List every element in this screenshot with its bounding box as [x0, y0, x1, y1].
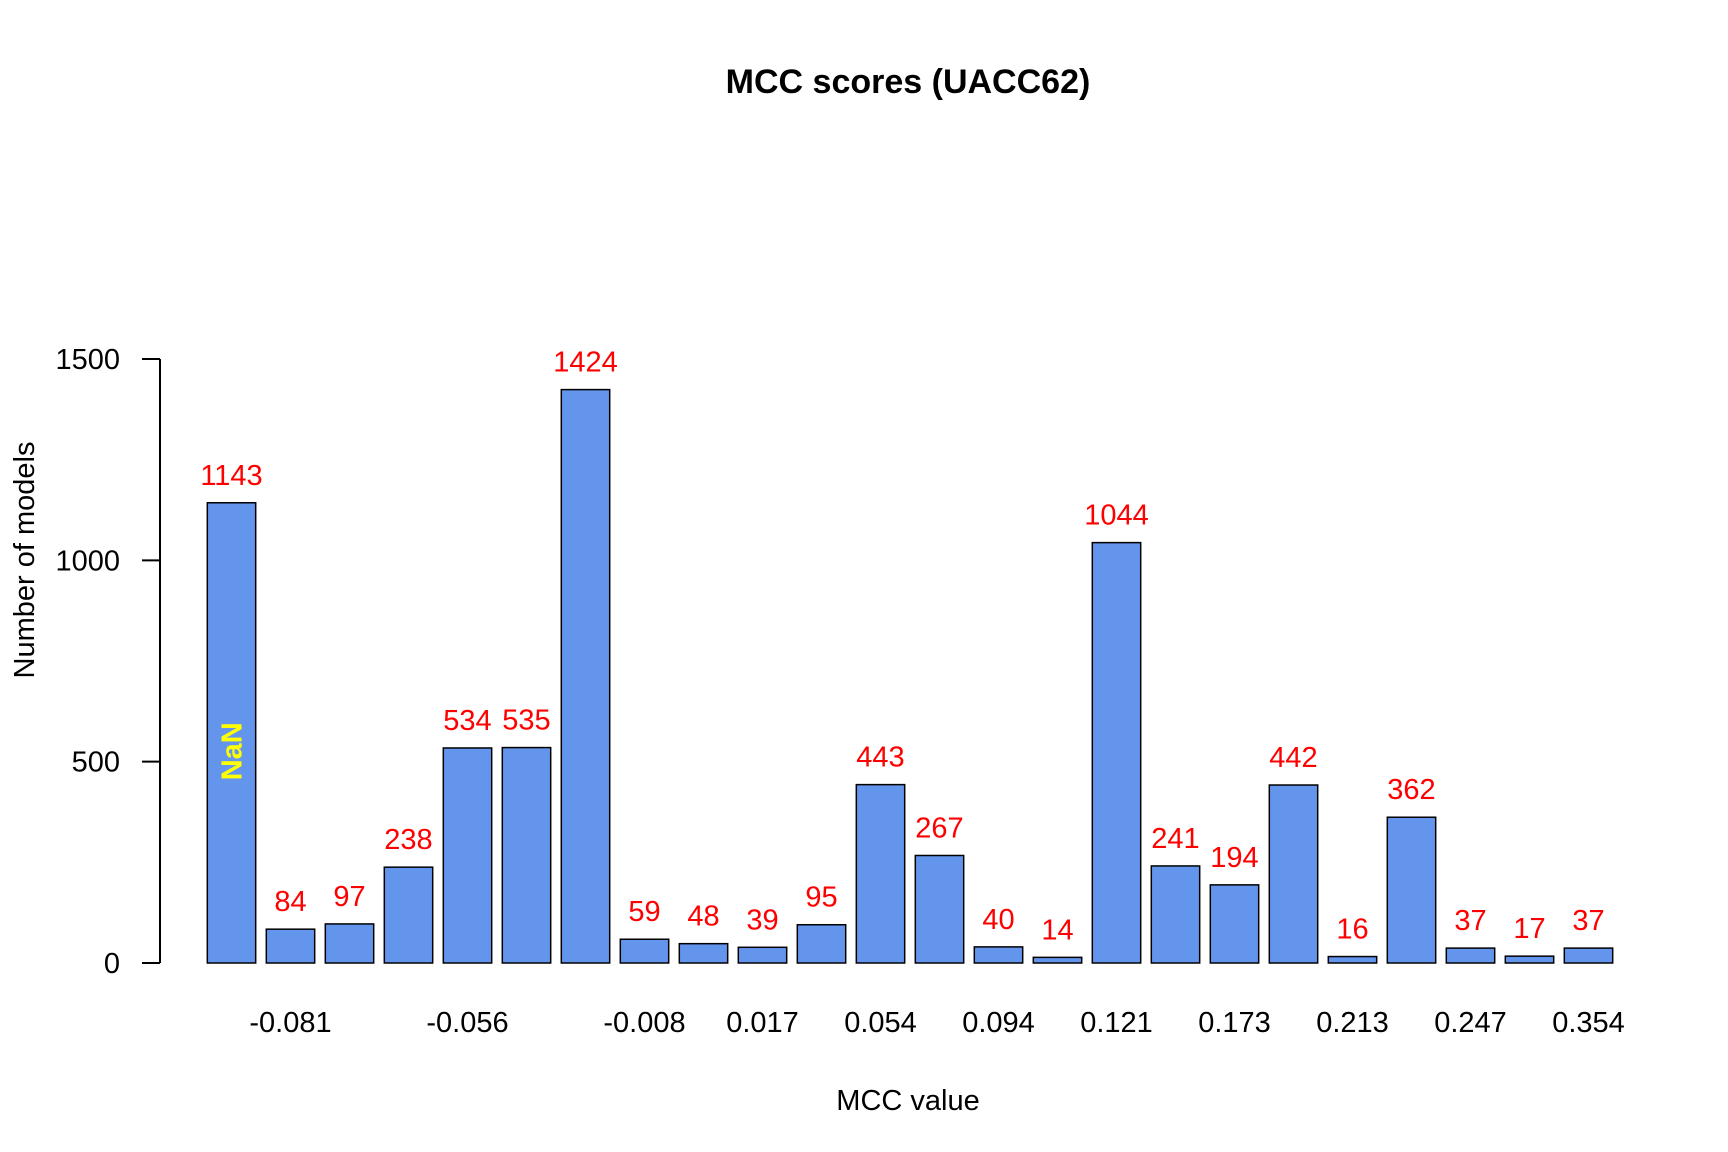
x-tick-label: -0.056 — [426, 1007, 508, 1039]
x-tick-label: 0.017 — [726, 1007, 799, 1039]
x-tick-label: 0.247 — [1434, 1007, 1507, 1039]
bar — [560, 388, 611, 964]
bar-value-label: 1424 — [553, 347, 618, 379]
bar — [914, 854, 965, 964]
x-tick-label: 0.173 — [1198, 1007, 1271, 1039]
bar-value-label: 1044 — [1084, 500, 1149, 532]
y-axis-label: Number of models — [9, 442, 41, 679]
bar-value-label: 40 — [982, 904, 1014, 936]
x-tick-label: -0.008 — [603, 1007, 685, 1039]
bar — [796, 923, 847, 964]
bar — [619, 938, 670, 964]
x-axis-label: MCC value — [836, 1085, 979, 1117]
bar — [442, 747, 493, 964]
bar — [1209, 884, 1260, 964]
bars — [206, 388, 1614, 964]
bar-value-label: 442 — [1269, 742, 1317, 774]
y-tick-label: 0 — [104, 948, 120, 980]
x-tick-label: 0.354 — [1552, 1007, 1625, 1039]
bar-value-label: 14 — [1041, 914, 1073, 946]
bar — [1504, 955, 1555, 964]
bar — [1386, 816, 1437, 964]
bar-value-label: 238 — [384, 824, 432, 856]
bar-value-label: 267 — [915, 812, 963, 844]
bar-value-label: 97 — [333, 881, 365, 913]
bar — [324, 923, 375, 964]
bar-value-label: 1143 — [200, 460, 262, 492]
nan-bar-label: NaN — [217, 722, 249, 780]
bar-value-label: 48 — [687, 901, 719, 933]
y-axis-ticks: 0 500 1000 1500 — [55, 344, 160, 980]
y-tick-label: 500 — [72, 747, 120, 779]
bar — [855, 783, 906, 964]
chart-title: MCC scores (UACC62) — [726, 63, 1091, 101]
y-tick-label: 1500 — [55, 344, 120, 376]
bar-value-label: 59 — [628, 896, 660, 928]
data-labels: 1143 84 97 238 534 535 1424 59 48 39 95 443 267 40 14 1… — [200, 347, 1604, 947]
bar — [206, 502, 257, 964]
x-tick-label: 0.054 — [844, 1007, 917, 1039]
bar — [1091, 541, 1142, 964]
bar-value-label: 194 — [1210, 842, 1258, 874]
bar — [265, 928, 316, 964]
bar — [1150, 865, 1201, 964]
bar-value-label: 95 — [805, 882, 837, 914]
bar-value-label: 241 — [1151, 823, 1199, 855]
bar — [973, 946, 1024, 964]
bar-value-label: 443 — [856, 742, 904, 774]
bar — [1327, 955, 1378, 964]
bar-value-label: 39 — [746, 904, 778, 936]
bar-value-label: 534 — [443, 705, 491, 737]
bar — [737, 946, 788, 964]
x-axis-tick-labels: -0.081 -0.056 -0.008 0.017 0.054 0.094 0.121 0.… — [249, 1007, 1624, 1039]
bar — [1563, 947, 1614, 964]
bar-value-label: 37 — [1454, 905, 1486, 937]
bar-value-label: 17 — [1513, 913, 1545, 945]
bar-value-label: 535 — [502, 705, 550, 737]
x-tick-label: 0.094 — [962, 1007, 1035, 1039]
bar-value-label: 84 — [274, 886, 306, 918]
bar — [501, 746, 552, 964]
y-tick-label: 1000 — [55, 545, 120, 577]
bar — [1268, 784, 1319, 964]
x-tick-label: 0.121 — [1080, 1007, 1153, 1039]
bar — [1445, 947, 1496, 964]
bar — [383, 866, 434, 964]
bar — [678, 942, 729, 964]
x-tick-label: -0.081 — [249, 1007, 331, 1039]
bar — [1032, 956, 1083, 964]
bar-value-label: 362 — [1387, 774, 1435, 806]
bar-value-label: 37 — [1572, 905, 1604, 937]
bar-value-label: 16 — [1336, 914, 1368, 946]
x-tick-label: 0.213 — [1316, 1007, 1389, 1039]
